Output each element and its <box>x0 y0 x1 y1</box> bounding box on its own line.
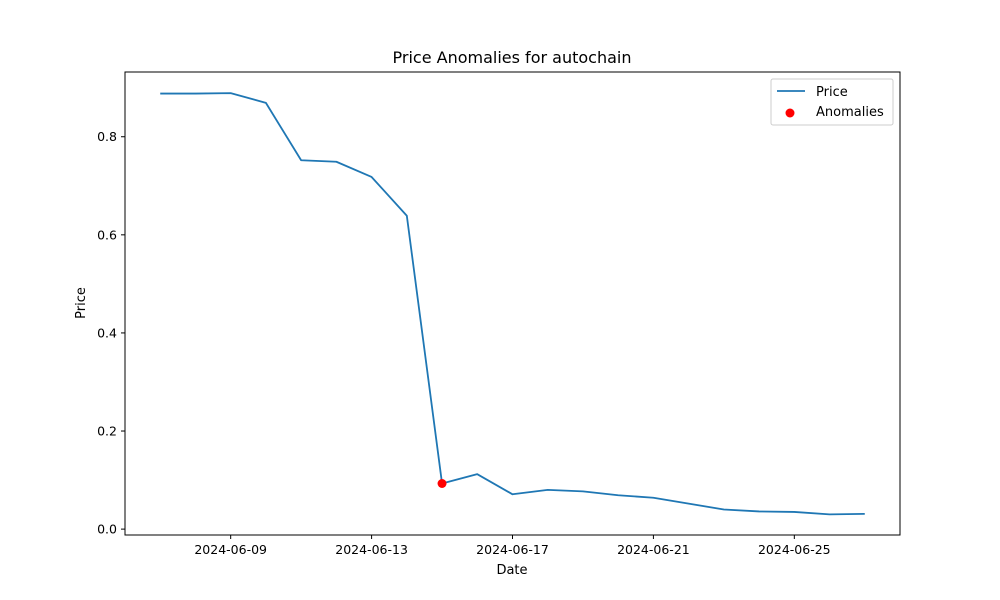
y-tick-label: 0.6 <box>97 227 117 242</box>
legend-anomalies-label: Anomalies <box>816 105 884 120</box>
x-tick-label: 2024-06-21 <box>617 542 690 557</box>
legend-anomalies-marker <box>785 108 795 118</box>
anomaly-point <box>437 479 447 489</box>
legend: Price Anomalies <box>770 78 894 126</box>
x-tick-label: 2024-06-25 <box>758 542 831 557</box>
y-tick-label: 0.4 <box>97 325 117 340</box>
x-tick-label: 2024-06-09 <box>194 542 267 557</box>
x-tick-label: 2024-06-17 <box>476 542 549 557</box>
plot-area: 2024-06-09 2024-06-13 2024-06-17 2024-06-21… <box>97 71 901 557</box>
x-tick-label: 2024-06-13 <box>335 542 408 557</box>
x-axis-ticks: 2024-06-09 2024-06-13 2024-06-17 2024-06-21… <box>194 535 831 557</box>
y-axis-ticks: 0.0 0.2 0.4 0.6 0.8 <box>97 129 125 537</box>
y-tick-label: 0.0 <box>97 522 117 537</box>
chart-title: Price Anomalies for autochain <box>393 48 632 67</box>
series-layer <box>160 92 865 516</box>
y-tick-label: 0.2 <box>97 424 117 439</box>
legend-price-label: Price <box>816 85 848 100</box>
y-tick-label: 0.8 <box>97 129 117 144</box>
price-series-line <box>160 92 865 516</box>
x-axis-label: Date <box>496 563 527 578</box>
y-axis-label: Price <box>74 287 89 319</box>
